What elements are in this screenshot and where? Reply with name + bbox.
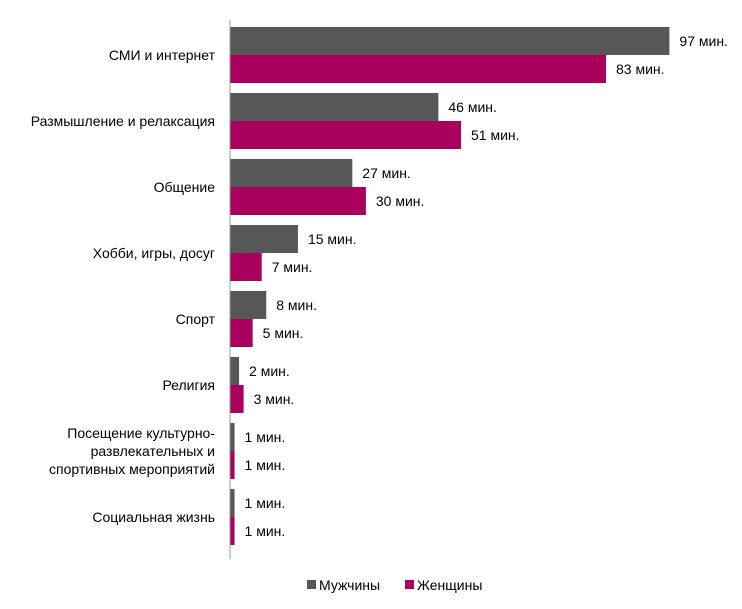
category-label: Религия	[162, 377, 215, 393]
bar-women	[230, 55, 606, 83]
bar-men	[230, 291, 267, 319]
bar-women	[230, 253, 262, 281]
bar-women	[230, 187, 366, 215]
data-label: 1 мин.	[245, 429, 286, 445]
category-label: Хобби, игры, досуг	[93, 245, 215, 261]
legend-label: Мужчины	[319, 577, 380, 593]
legend: Мужчины Женщины	[307, 577, 482, 593]
bar-men	[230, 27, 670, 55]
legend-label: Женщины	[417, 577, 482, 593]
category-labels: СМИ и интернет Размышление и релаксация Об…	[31, 47, 216, 525]
category-label: Размышление и релаксация	[31, 113, 215, 129]
legend-swatch	[405, 580, 414, 589]
data-label: 8 мин.	[276, 297, 317, 313]
data-label: 15 мин.	[308, 231, 357, 247]
data-label: 1 мин.	[245, 495, 286, 511]
data-label: 27 мин.	[362, 165, 411, 181]
bar-women	[230, 385, 244, 413]
category-label: Посещение культурно-развлекательных и спо…	[49, 425, 215, 477]
bar-men	[230, 423, 235, 451]
data-label: 97 мин.	[679, 33, 728, 49]
category-label: Спорт	[176, 311, 216, 327]
bar-women	[230, 517, 235, 545]
value-labels: 97 мин. 83 мин. 46 мин. 51 мин. 27 мин. 30 ми…	[245, 33, 728, 539]
bar-women	[230, 451, 235, 479]
data-label: 3 мин.	[254, 391, 295, 407]
bar-men	[230, 159, 353, 187]
category-label: Социальная жизнь	[92, 509, 215, 525]
bar-men	[230, 357, 240, 385]
data-label: 2 мин.	[249, 363, 290, 379]
data-label: 5 мин.	[263, 325, 304, 341]
legend-swatch	[307, 580, 316, 589]
data-label: 1 мин.	[245, 457, 286, 473]
data-label: 51 мин.	[471, 127, 520, 143]
category-label: Общение	[154, 179, 216, 195]
data-label: 1 мин.	[245, 523, 286, 539]
data-label: 30 мин.	[376, 193, 425, 209]
data-label: 46 мин.	[448, 99, 497, 115]
category-label: СМИ и интернет	[109, 47, 216, 63]
bar-men	[230, 225, 298, 253]
bar-men	[230, 93, 439, 121]
bars	[230, 27, 670, 545]
bar-men	[230, 489, 235, 517]
data-label: 7 мин.	[272, 259, 313, 275]
data-label: 83 мин.	[616, 61, 665, 77]
bar-women	[230, 121, 462, 149]
bar-women	[230, 319, 253, 347]
